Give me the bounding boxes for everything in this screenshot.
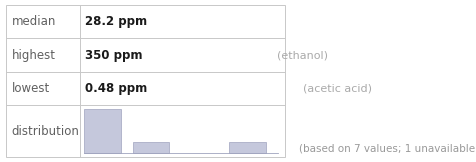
Bar	[84, 109, 120, 153]
Text: (ethanol): (ethanol)	[277, 50, 327, 60]
Text: (based on 7 values; 1 unavailable): (based on 7 values; 1 unavailable)	[298, 144, 476, 154]
Text: highest: highest	[11, 49, 55, 62]
Bar	[132, 142, 169, 153]
Text: (acetic acid): (acetic acid)	[303, 84, 372, 93]
Text: median: median	[11, 15, 56, 28]
Bar	[229, 142, 265, 153]
Text: distribution: distribution	[11, 125, 79, 138]
Text: lowest: lowest	[11, 82, 50, 95]
Text: 28.2 ppm: 28.2 ppm	[85, 15, 147, 28]
Text: 0.48 ppm: 0.48 ppm	[85, 82, 148, 95]
Bar	[6, 5, 284, 157]
Text: 350 ppm: 350 ppm	[85, 49, 143, 62]
